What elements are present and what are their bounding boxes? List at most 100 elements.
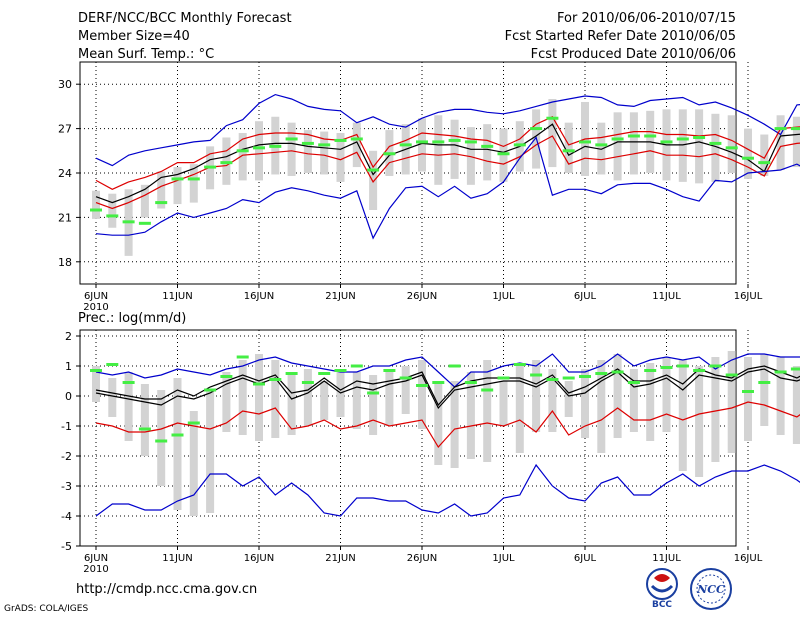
temperature-observed-mark	[448, 138, 461, 142]
temperature-observed-mark	[383, 152, 396, 156]
precipitation-observed-mark	[432, 381, 445, 384]
temperature-observed-mark	[285, 137, 298, 141]
precipitation-series-lower-bound	[95, 463, 800, 517]
precipitation-spread-bar	[385, 369, 394, 426]
precipitation-spread-bar	[140, 384, 149, 456]
precipitation-spread-bar	[646, 363, 655, 441]
temperature-spread-bar	[744, 128, 752, 179]
temperature-y-tick-label: 18	[58, 256, 72, 269]
temperature-observed-mark	[432, 140, 445, 144]
precipitation-spread-bar	[173, 378, 182, 510]
temperature-spread-bar	[140, 184, 149, 218]
precipitation-spread-bar	[744, 357, 752, 441]
precipitation-spread-bar	[450, 381, 459, 468]
temperature-observed-mark	[660, 140, 673, 144]
temperature-spread-bar	[352, 122, 361, 168]
precipitation-observed-mark	[334, 369, 347, 372]
precipitation-observed-mark	[448, 364, 461, 368]
precipitation-observed-mark	[758, 381, 771, 384]
temperature-observed-mark	[171, 177, 184, 181]
precipitation-series-upper-bound	[95, 353, 800, 388]
temperature-observed-mark	[350, 137, 363, 141]
bcc-logo: BCC	[646, 568, 678, 610]
precipitation-x-tick-label: 21JUN	[325, 553, 355, 564]
temperature-spread-bar	[320, 131, 329, 175]
precipitation-spread-bar	[124, 372, 133, 441]
temperature-series-10th-percentile	[95, 135, 800, 210]
precipitation-observed-mark	[774, 370, 787, 374]
precipitation-observed-mark	[204, 388, 217, 392]
precipitation-observed-mark	[530, 373, 543, 377]
precipitation-spread-bar	[189, 411, 198, 516]
precipitation-spread-bar	[515, 366, 524, 453]
precipitation-spread-bar	[629, 369, 638, 432]
precipitation-spread-bar	[92, 366, 100, 402]
temperature-observed-mark	[790, 127, 800, 131]
precipitation-spread-bar	[369, 375, 378, 435]
precipitation-observed-mark	[106, 363, 119, 366]
precipitation-observed-mark	[497, 376, 510, 380]
temperature-x-tick-label: 1JUL	[492, 291, 515, 302]
temperature-y-tick-label: 24	[58, 167, 72, 180]
temperature-observed-mark	[676, 137, 689, 141]
temperature-observed-mark	[579, 140, 591, 144]
temperature-observed-mark	[416, 140, 428, 144]
temperature-observed-mark	[318, 143, 331, 147]
temperature-spread-bar	[613, 112, 622, 181]
member-size: Member Size=40	[78, 29, 190, 44]
precipitation-observed-mark	[383, 369, 396, 372]
temperature-spread-bar	[548, 99, 557, 168]
temperature-observed-mark	[204, 165, 217, 169]
temperature-spread-bar	[369, 150, 378, 210]
temperature-x-tick-label: 6JUN	[84, 291, 108, 302]
temperature-observed-mark	[155, 201, 168, 205]
temperature-spread-bar	[597, 122, 606, 175]
precipitation-y-tick-label: 0	[65, 390, 72, 403]
header-right: For 2010/06/06-2010/07/15 Fcst Started R…	[505, 10, 736, 64]
temperature-spread-bar	[238, 133, 247, 181]
temperature-spread-bar	[434, 115, 443, 185]
precipitation-spread-bar	[206, 390, 215, 513]
precip-panel-title: Prec.: log(mm/d)	[78, 311, 186, 326]
temperature-spread-bar	[92, 190, 100, 219]
precipitation-observed-mark	[367, 391, 380, 395]
precipitation-observed-mark	[562, 376, 575, 380]
temperature-spread-bar	[629, 112, 638, 175]
fcst-started-date: Fcst Started Refer Date 2010/06/05	[504, 29, 736, 44]
temperature-series-lower-bound	[95, 136, 800, 240]
precipitation-spread-bar	[548, 369, 557, 432]
temperature-observed-mark	[334, 138, 347, 142]
precipitation-observed-mark	[399, 376, 412, 380]
precipitation-observed-mark	[546, 378, 559, 381]
precipitation-series-10th-percentile	[95, 401, 800, 449]
temperature-observed-mark	[644, 134, 657, 138]
precipitation-x-tick-label: 1JUL	[492, 553, 515, 564]
temperature-x-tick-label: 21JUN	[325, 291, 355, 302]
precipitation-spread-bar	[434, 381, 443, 465]
precipitation-y-tick-label: 2	[65, 330, 72, 343]
precipitation-y-tick-label: 1	[65, 360, 72, 373]
temperature-observed-mark	[725, 146, 738, 150]
temperature-spread-bar	[450, 119, 459, 179]
precipitation-observed-mark	[269, 378, 282, 381]
temperature-observed-mark	[595, 143, 608, 147]
precipitation-spread-bar	[157, 390, 166, 486]
precipitation-spread-bar	[418, 360, 426, 429]
precipitation-observed-mark	[301, 381, 314, 384]
temperature-spread-bar	[157, 171, 166, 209]
temperature-observed-mark	[481, 144, 494, 148]
temperature-spread-bar	[711, 113, 720, 182]
precipitation-spread-bar	[271, 360, 280, 438]
precipitation-x-tick-label: 26JUN	[407, 553, 437, 564]
temperature-x-tick-label: 26JUN	[407, 291, 437, 302]
precipitation-observed-mark	[155, 439, 168, 443]
precipitation-observed-mark	[676, 364, 689, 368]
temperature-spread-bar	[336, 133, 345, 182]
temperature-observed-mark	[220, 161, 233, 165]
precipitation-spread-bar	[401, 366, 410, 414]
temperature-observed-mark	[611, 137, 624, 141]
precipitation-observed-mark	[725, 373, 738, 377]
precipitation-y-tick-label: -3	[61, 480, 72, 493]
